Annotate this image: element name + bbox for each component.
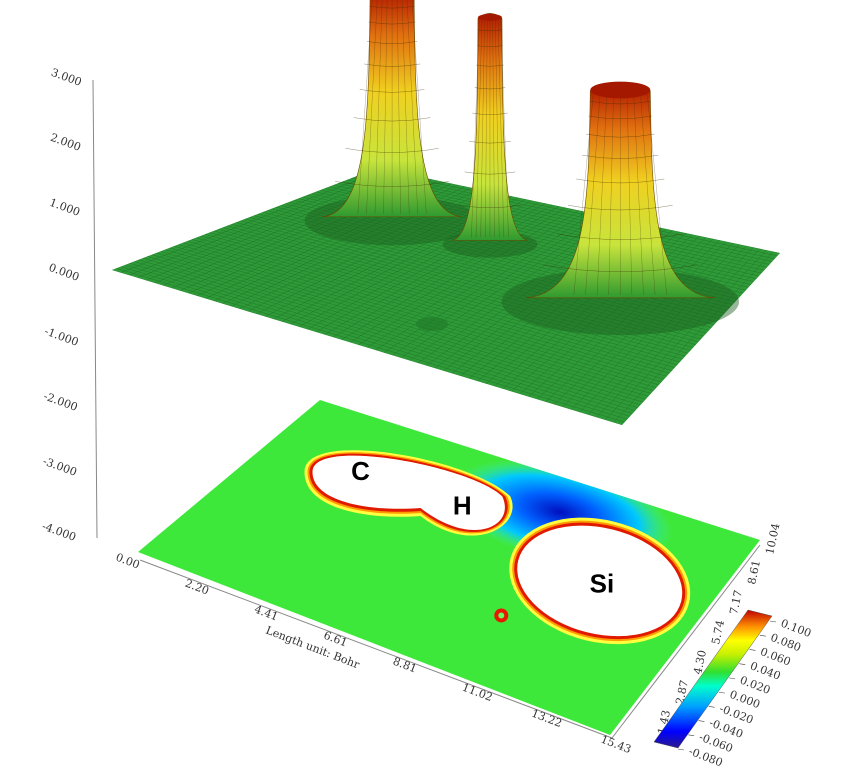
z-tick-labels: 3.000 2.000 1.000 0.000 -1.000 -2.000 -3.000 -4… <box>40 66 83 544</box>
peak-mesh-line <box>596 90 608 295</box>
colorbar-tick <box>749 649 756 651</box>
peak-mesh-line <box>495 18 500 238</box>
z-tick-label: 0.000 <box>47 261 81 284</box>
z-tick-label: -2.000 <box>42 390 80 414</box>
surface-mesh-line <box>596 248 761 418</box>
peak-mesh-line <box>500 18 509 238</box>
z-tick-label: -1.000 <box>43 325 81 349</box>
peak-mesh-line <box>492 18 495 238</box>
peak-mesh-line <box>485 18 488 238</box>
si-contour <box>517 525 683 637</box>
atom-contours: C H Si <box>304 450 691 645</box>
colorbar-tick <box>729 677 736 680</box>
colorbar-tick <box>688 734 695 737</box>
peak-mesh-line <box>475 18 483 238</box>
z-tick-label: 3.000 <box>49 66 83 89</box>
x-tick-label: 15.43 <box>599 733 633 756</box>
surface-mesh-line <box>587 247 754 415</box>
atom-label: H <box>453 490 472 520</box>
ch-contour <box>312 455 505 531</box>
colorbar-tick <box>739 663 746 665</box>
surface-mesh-line <box>364 172 773 262</box>
y-tick-label: 5.74 <box>709 619 727 646</box>
colorbar-tick <box>769 620 777 623</box>
colorbar-strip <box>653 609 773 749</box>
peak-mesh-line <box>640 90 656 295</box>
surface-mesh-line <box>613 251 774 423</box>
z-tick-label: 2.000 <box>49 131 83 154</box>
z-axis-line <box>92 79 98 539</box>
peak-mesh-line <box>406 0 418 214</box>
colorbar-tick <box>759 634 766 637</box>
peak-mesh-line <box>585 90 601 295</box>
surface-dip <box>416 317 448 331</box>
peak-cap <box>477 14 502 21</box>
colorbar-tick <box>708 706 715 708</box>
z-tick-label: -4.000 <box>40 520 78 544</box>
atom-label: C <box>351 456 370 486</box>
surface-peaks <box>304 0 740 336</box>
x-tick-label: 0.00 <box>114 551 142 572</box>
peak-mesh-line <box>633 90 644 295</box>
peak-mesh-line <box>608 90 614 295</box>
surface-mesh-line <box>369 171 775 259</box>
y-axis-line <box>611 544 761 739</box>
peak-mesh-line <box>357 0 373 214</box>
peak-mesh-line <box>374 0 383 214</box>
x-axis-line <box>139 559 613 739</box>
y-tick-label: 8.61 <box>745 559 763 586</box>
contour-plane: C H Si <box>138 400 760 735</box>
surface-mesh-line <box>604 249 767 421</box>
small-contour-core <box>498 612 505 619</box>
peak-mesh-line <box>401 0 410 214</box>
colorbar-tick <box>718 691 725 694</box>
y-tick-label: 10.04 <box>763 522 782 556</box>
peak-mesh-line <box>471 18 480 238</box>
atom-label: Si <box>590 569 615 599</box>
surface-peak <box>501 81 740 336</box>
peak-mesh-line <box>383 0 388 214</box>
surface-peak <box>304 0 480 246</box>
peak-mesh-line <box>646 90 667 295</box>
x-tick-label: 2.20 <box>183 577 211 598</box>
peak-mesh-line <box>411 0 427 214</box>
axes <box>92 79 761 739</box>
x-tick-label: 4.41 <box>252 603 280 624</box>
peak-mesh-line <box>396 0 401 214</box>
surface-peak <box>442 13 538 258</box>
z-tick-label: -3.000 <box>41 455 79 479</box>
peak-cap <box>590 81 651 99</box>
peak-mesh-line <box>480 18 485 238</box>
peak-mesh-line <box>573 90 594 295</box>
surface-mesh-line <box>373 169 778 257</box>
surface-plot <box>112 0 780 425</box>
peak-mesh-line <box>497 18 505 238</box>
surface-mesh-line <box>579 245 747 413</box>
colorbar-tick <box>698 720 705 722</box>
surface-mesh-line <box>562 242 734 408</box>
surface-mesh-line <box>553 241 727 405</box>
y-tick-label: 7.17 <box>727 589 745 616</box>
y-tick-label: 4.30 <box>691 649 709 676</box>
surface-mesh-line <box>570 244 740 410</box>
peak-mesh-line <box>366 0 378 214</box>
peak-mesh-line <box>626 90 633 295</box>
surface-mesh-line <box>545 240 720 402</box>
contour-plane-surface <box>138 400 760 735</box>
colorbar-tick <box>677 748 685 751</box>
z-tick-label: 1.000 <box>48 196 82 219</box>
